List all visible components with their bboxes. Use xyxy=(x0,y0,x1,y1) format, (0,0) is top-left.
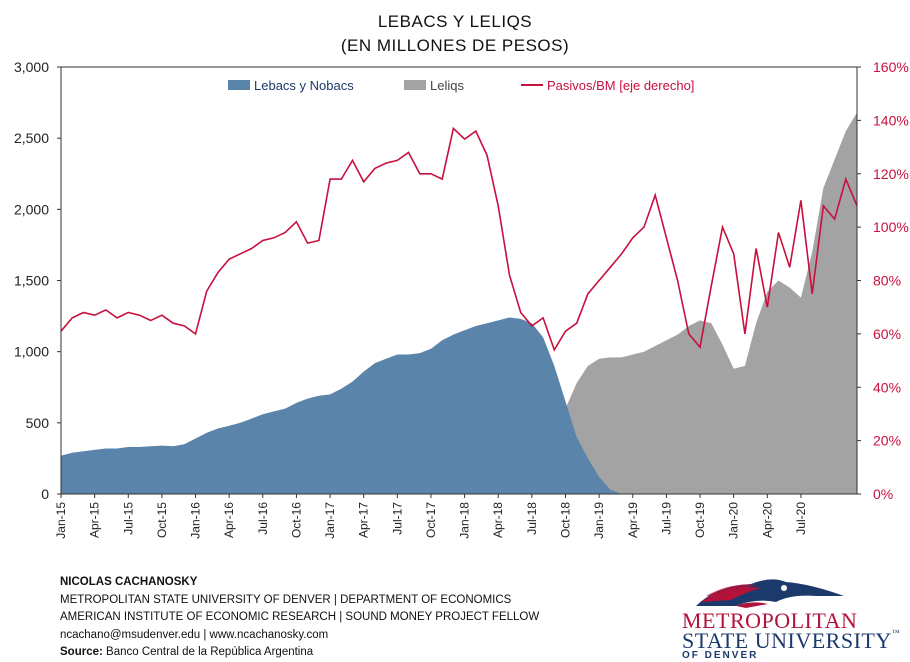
x-tick-label: Jul-17 xyxy=(390,502,404,535)
credits-block: NICOLAS CACHANOSKY METROPOLITAN STATE UN… xyxy=(60,574,539,662)
credits-source: Source: Banco Central de la República Ar… xyxy=(60,644,539,662)
logo-text-of-denver: OF DENVER xyxy=(682,650,759,661)
legend-label: Leliqs xyxy=(430,78,464,93)
x-tick-label: Apr-19 xyxy=(626,502,640,538)
x-tick-label: Jan-15 xyxy=(54,502,68,539)
y-right-tick-label: 0% xyxy=(873,486,893,502)
y-left-tick-label: 500 xyxy=(26,415,50,431)
x-tick-label: Apr-16 xyxy=(222,502,236,538)
x-tick-label: Apr-17 xyxy=(357,502,371,538)
x-tick-label: Jul-18 xyxy=(525,502,539,535)
logo-text-metropolitan: METROPOLITAN xyxy=(682,608,858,633)
y-right-tick-label: 20% xyxy=(873,433,901,449)
y-right-tick-label: 40% xyxy=(873,379,901,395)
y-right-tick-label: 100% xyxy=(873,219,909,235)
x-tick-label: Jul-16 xyxy=(256,502,270,535)
x-tick-label: Jul-20 xyxy=(794,502,808,535)
logo-trademark: ™ xyxy=(891,628,901,637)
legend-label: Pasivos/BM [eje derecho] xyxy=(547,78,694,93)
roadrunner-logo-icon xyxy=(696,579,844,608)
logo-text-state-university-main: STATE UNIVERSITY xyxy=(682,628,892,653)
x-tick-label: Jan-17 xyxy=(323,502,337,539)
legend-swatch xyxy=(404,80,426,90)
credits-affiliation-2: AMERICAN INSTITUTE OF ECONOMIC RESEARCH … xyxy=(60,611,540,623)
credits-contact: ncachano@msudenver.edu | www.ncachanosky… xyxy=(60,628,329,641)
x-tick-label: Apr-20 xyxy=(760,502,774,538)
legend-label: Lebacs y Nobacs xyxy=(254,78,354,93)
chart: 0 500 1,000 1,500 2,000 2,500 3,000 0% 20% 40% 60%… xyxy=(14,59,909,539)
chart-subtitle: (EN MILLONES DE PESOS) xyxy=(340,36,570,55)
x-tick-label: Oct-18 xyxy=(559,502,573,538)
x-tick-label: Jan-18 xyxy=(458,502,472,539)
y-right-tick-label: 80% xyxy=(873,273,901,289)
x-tick-label: Apr-15 xyxy=(88,502,102,538)
source-text: Banco Central de la República Argentina xyxy=(102,646,314,658)
legend-swatch xyxy=(228,80,250,90)
x-tick-label: Jan-16 xyxy=(189,502,203,539)
x-tick-label: Jul-19 xyxy=(659,502,673,535)
y-right-tick-label: 120% xyxy=(873,166,909,182)
series-line-pasivos-bm xyxy=(60,126,858,352)
credits-affiliation-1: METROPOLITAN STATE UNIVERSITY OF DENVER … xyxy=(60,593,512,606)
x-tick-label: Oct-17 xyxy=(424,502,438,538)
x-tick-label: Oct-15 xyxy=(155,502,169,538)
series-area-lebacs xyxy=(61,317,857,494)
y-left-tick-label: 2,500 xyxy=(14,130,49,146)
y-left-tick-label: 2,000 xyxy=(14,201,49,217)
y-right-tick-label: 160% xyxy=(873,59,909,75)
credits-author: NICOLAS CACHANOSKY xyxy=(60,576,198,588)
x-tick-label: Oct-16 xyxy=(289,502,303,538)
y-left-tick-label: 0 xyxy=(41,486,49,502)
source-label: Source: xyxy=(60,646,103,658)
logo-text-state-university: STATE UNIVERSITY™ xyxy=(682,628,900,654)
chart-title: LEBACS Y LELIQS xyxy=(377,12,533,31)
x-tick-label: Apr-18 xyxy=(491,502,505,538)
x-tick-label: Jul-15 xyxy=(121,502,135,535)
y-left-tick-label: 1,500 xyxy=(14,273,49,289)
y-right-tick-label: 60% xyxy=(873,326,901,342)
x-tick-label: Jan-20 xyxy=(727,502,741,539)
y-left-tick-label: 1,000 xyxy=(14,344,49,360)
y-right-tick-label: 140% xyxy=(873,112,909,128)
x-tick-label: Jan-19 xyxy=(592,502,606,539)
y-left-tick-label: 3,000 xyxy=(14,59,49,75)
x-tick-label: Oct-19 xyxy=(693,502,707,538)
series-area-leliqs xyxy=(61,112,857,494)
